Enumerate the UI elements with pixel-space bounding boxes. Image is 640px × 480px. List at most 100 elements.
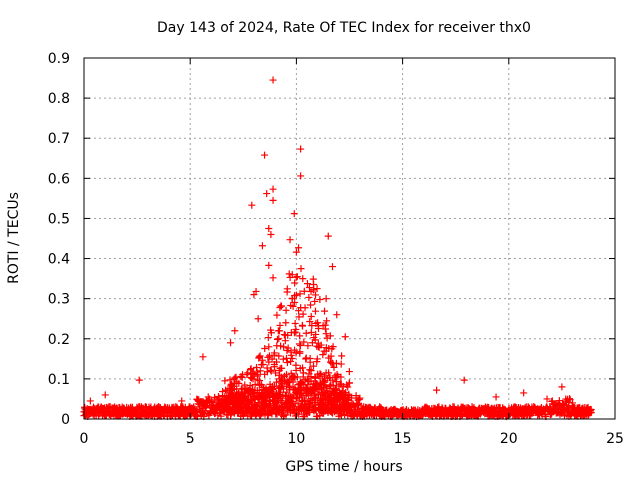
- roti-storm-point: [300, 287, 308, 295]
- x-axis-ticks: 0 5 10 15 20 25: [80, 58, 624, 447]
- roti-storm-point: [274, 402, 282, 410]
- roti-storm-point: [306, 317, 314, 325]
- roti-storm-point: [273, 335, 281, 343]
- roti-storm-point: [326, 394, 334, 402]
- roti-data-point: [433, 386, 441, 394]
- roti-storm-point: [302, 400, 310, 408]
- roti-data-point: [256, 367, 264, 375]
- roti-storm-point: [290, 328, 298, 336]
- x-tick-label: 25: [606, 431, 624, 447]
- roti-storm-point: [288, 354, 296, 362]
- roti-storm-point: [252, 407, 260, 415]
- roti-storm-point: [253, 372, 261, 380]
- roti-noise-point: [356, 394, 364, 402]
- roti-storm-point: [316, 296, 324, 304]
- roti-data-point: [280, 343, 288, 351]
- roti-data-point: [324, 232, 332, 240]
- roti-storm-point: [302, 354, 310, 362]
- roti-storm-point: [319, 351, 327, 359]
- roti-data-point: [248, 201, 256, 209]
- roti-data-point: [265, 224, 273, 232]
- roti-storm-point: [266, 397, 274, 405]
- roti-storm-point: [279, 382, 287, 390]
- roti-storm-point: [326, 332, 334, 340]
- roti-storm-point: [282, 306, 290, 314]
- roti-storm-point: [277, 342, 285, 350]
- roti-storm-point: [263, 390, 271, 398]
- roti-storm-point: [329, 359, 337, 367]
- roti-storm-point: [234, 401, 242, 409]
- roti-data-point: [346, 379, 353, 387]
- roti-storm-point: [228, 406, 236, 414]
- roti-storm-point: [307, 373, 315, 381]
- roti-storm-point: [311, 374, 319, 382]
- roti-storm-point: [299, 373, 307, 381]
- x-tick-label: 15: [394, 431, 412, 447]
- roti-storm-point: [270, 351, 278, 359]
- roti-noise-point: [211, 393, 219, 401]
- roti-storm-point: [255, 399, 263, 407]
- roti-data-point: [178, 397, 186, 405]
- roti-storm-point: [336, 388, 344, 396]
- roti-storm-point: [314, 339, 322, 347]
- roti-data-point: [569, 399, 577, 407]
- roti-storm-point: [309, 386, 317, 394]
- roti-storm-point: [230, 375, 238, 383]
- roti-storm-point: [303, 280, 311, 288]
- chart-title: Day 143 of 2024, Rate Of TEC Index for r…: [157, 20, 531, 36]
- y-tick-label: 0.8: [48, 91, 70, 107]
- roti-storm-point: [296, 348, 304, 356]
- roti-storm-point: [329, 343, 337, 351]
- roti-storm-point: [311, 297, 319, 305]
- roti-data-point: [254, 315, 262, 323]
- roti-storm-point: [304, 405, 312, 413]
- roti-storm-point: [279, 376, 287, 384]
- roti-storm-point: [307, 328, 315, 336]
- roti-storm-point: [280, 372, 288, 380]
- roti-storm-point: [265, 352, 273, 360]
- roti-storm-point: [304, 381, 312, 389]
- roti-storm-point: [304, 342, 312, 350]
- roti-storm-point: [292, 273, 300, 281]
- roti-data-point: [288, 295, 296, 303]
- y-tick-label: 0.4: [48, 252, 70, 268]
- roti-storm-point: [339, 400, 347, 408]
- roti-storm-point: [273, 358, 281, 366]
- roti-data-point: [329, 263, 337, 271]
- roti-storm-point: [322, 406, 330, 414]
- roti-storm-point: [308, 339, 316, 347]
- roti-storm-point: [258, 389, 266, 397]
- roti-data-point: [227, 339, 235, 347]
- roti-storm-point: [291, 319, 299, 327]
- roti-storm-point: [287, 369, 295, 377]
- roti-data-point: [295, 307, 303, 315]
- roti-storm-point: [315, 405, 323, 413]
- roti-storm-point: [315, 372, 323, 380]
- roti-storm-point: [258, 407, 266, 415]
- roti-storm-point: [342, 388, 350, 396]
- roti-storm-point: [311, 405, 319, 413]
- roti-storm-point: [320, 402, 328, 410]
- roti-storm-point: [299, 310, 307, 318]
- roti-storm-point: [290, 373, 298, 381]
- roti-storm-point: [313, 342, 321, 350]
- roti-storm-point: [284, 344, 292, 352]
- roti-storm-point: [311, 307, 319, 315]
- roti-data-point: [543, 395, 551, 403]
- roti-noise-point: [282, 411, 290, 419]
- roti-storm-point: [284, 404, 292, 412]
- roti-storm-point: [292, 361, 300, 369]
- roti-storm-point: [237, 372, 245, 380]
- roti-data-point: [460, 376, 468, 384]
- roti-data-point: [86, 397, 94, 405]
- roti-storm-point: [261, 345, 269, 353]
- roti-storm-point: [329, 398, 337, 406]
- roti-storm-point: [277, 388, 285, 396]
- roti-storm-point: [319, 377, 327, 385]
- y-axis-ticks: 0 0.1 0.2 0.3 0.4 0.5 0.6 0.7 0.8 0.9: [48, 51, 615, 428]
- roti-storm-point: [293, 389, 301, 397]
- roti-storm-point: [267, 366, 275, 374]
- roti-storm-point: [267, 329, 275, 337]
- roti-storm-point: [326, 382, 334, 390]
- roti-storm-point: [256, 377, 264, 385]
